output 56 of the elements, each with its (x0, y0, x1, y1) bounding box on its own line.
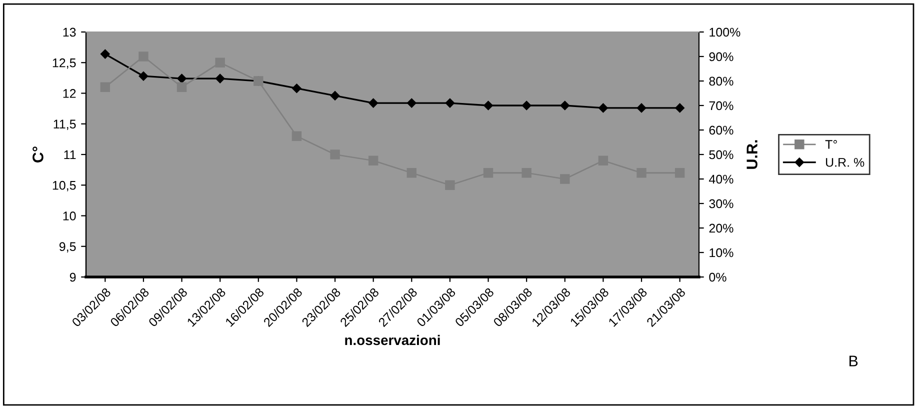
point (368, 98, 378, 108)
y-axis-title: C° (32, 146, 44, 162)
legend-label: U.R. % (826, 158, 864, 167)
point (215, 74, 225, 84)
point (522, 100, 532, 110)
point (406, 168, 417, 178)
point (407, 98, 416, 108)
point (674, 168, 685, 178)
point (598, 103, 608, 113)
point (292, 131, 302, 141)
point (636, 103, 646, 113)
point (100, 49, 110, 59)
y-tick-label: 12 (63, 89, 76, 98)
point (176, 82, 187, 92)
y2-tick-label: 80% (709, 76, 734, 86)
y2-tick-label: 40% (708, 174, 734, 184)
y2-tick-label: 20% (709, 224, 734, 233)
y-tick-label: 11 (64, 150, 76, 160)
point (636, 168, 646, 178)
y-tick-label: 11,5 (54, 120, 76, 130)
point (445, 98, 455, 108)
y2-tick-label: 70% (709, 101, 734, 110)
point (484, 100, 493, 110)
point (560, 100, 570, 110)
point (598, 156, 608, 166)
point (560, 174, 570, 184)
point (330, 150, 340, 160)
point (177, 74, 186, 84)
y-tick-label: 13 (63, 28, 76, 37)
y-tick-label: 10,5 (52, 180, 76, 192)
point (330, 91, 340, 100)
y2-tick-label: 90% (709, 52, 734, 62)
point (675, 103, 684, 113)
y2-tick-label: 60% (709, 126, 734, 135)
x-axis-title: n.osservazioni (345, 334, 440, 346)
point (292, 84, 302, 93)
y2-tick-label: 30% (709, 199, 734, 208)
y-tick-label: 9,5 (59, 242, 76, 253)
legend-label: T° (825, 140, 837, 149)
point (138, 71, 148, 81)
y2-axis-title: U.R. (746, 140, 758, 169)
y2-tick-label: 10% (710, 248, 734, 258)
point (100, 82, 110, 92)
text: B (849, 356, 858, 366)
y-tick-label: 10 (63, 212, 76, 220)
point (368, 156, 378, 166)
point (522, 168, 532, 178)
y2-tick-label: 50% (709, 150, 734, 160)
point (215, 58, 225, 68)
y-tick-label: 12,5 (52, 58, 76, 69)
y2-tick-label: 0% (709, 272, 726, 282)
point (445, 180, 455, 190)
point (138, 52, 148, 62)
y-tick-label: 9 (70, 272, 76, 282)
point (483, 168, 494, 178)
y2-tick-label: 100% (710, 28, 740, 37)
